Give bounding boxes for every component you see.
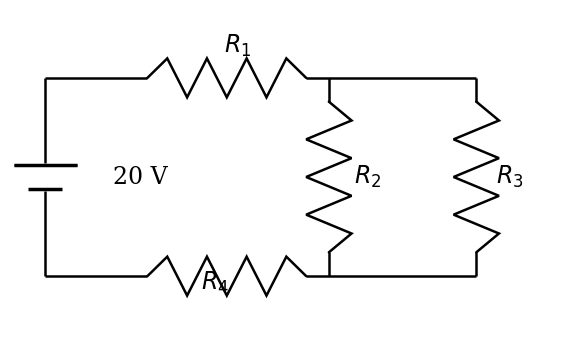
Text: 20 V: 20 V	[113, 166, 168, 188]
Text: $R_3$: $R_3$	[496, 164, 524, 190]
Text: $R_4$: $R_4$	[201, 270, 230, 296]
Text: $R_2$: $R_2$	[354, 164, 382, 190]
Text: $R_1$: $R_1$	[225, 33, 252, 59]
